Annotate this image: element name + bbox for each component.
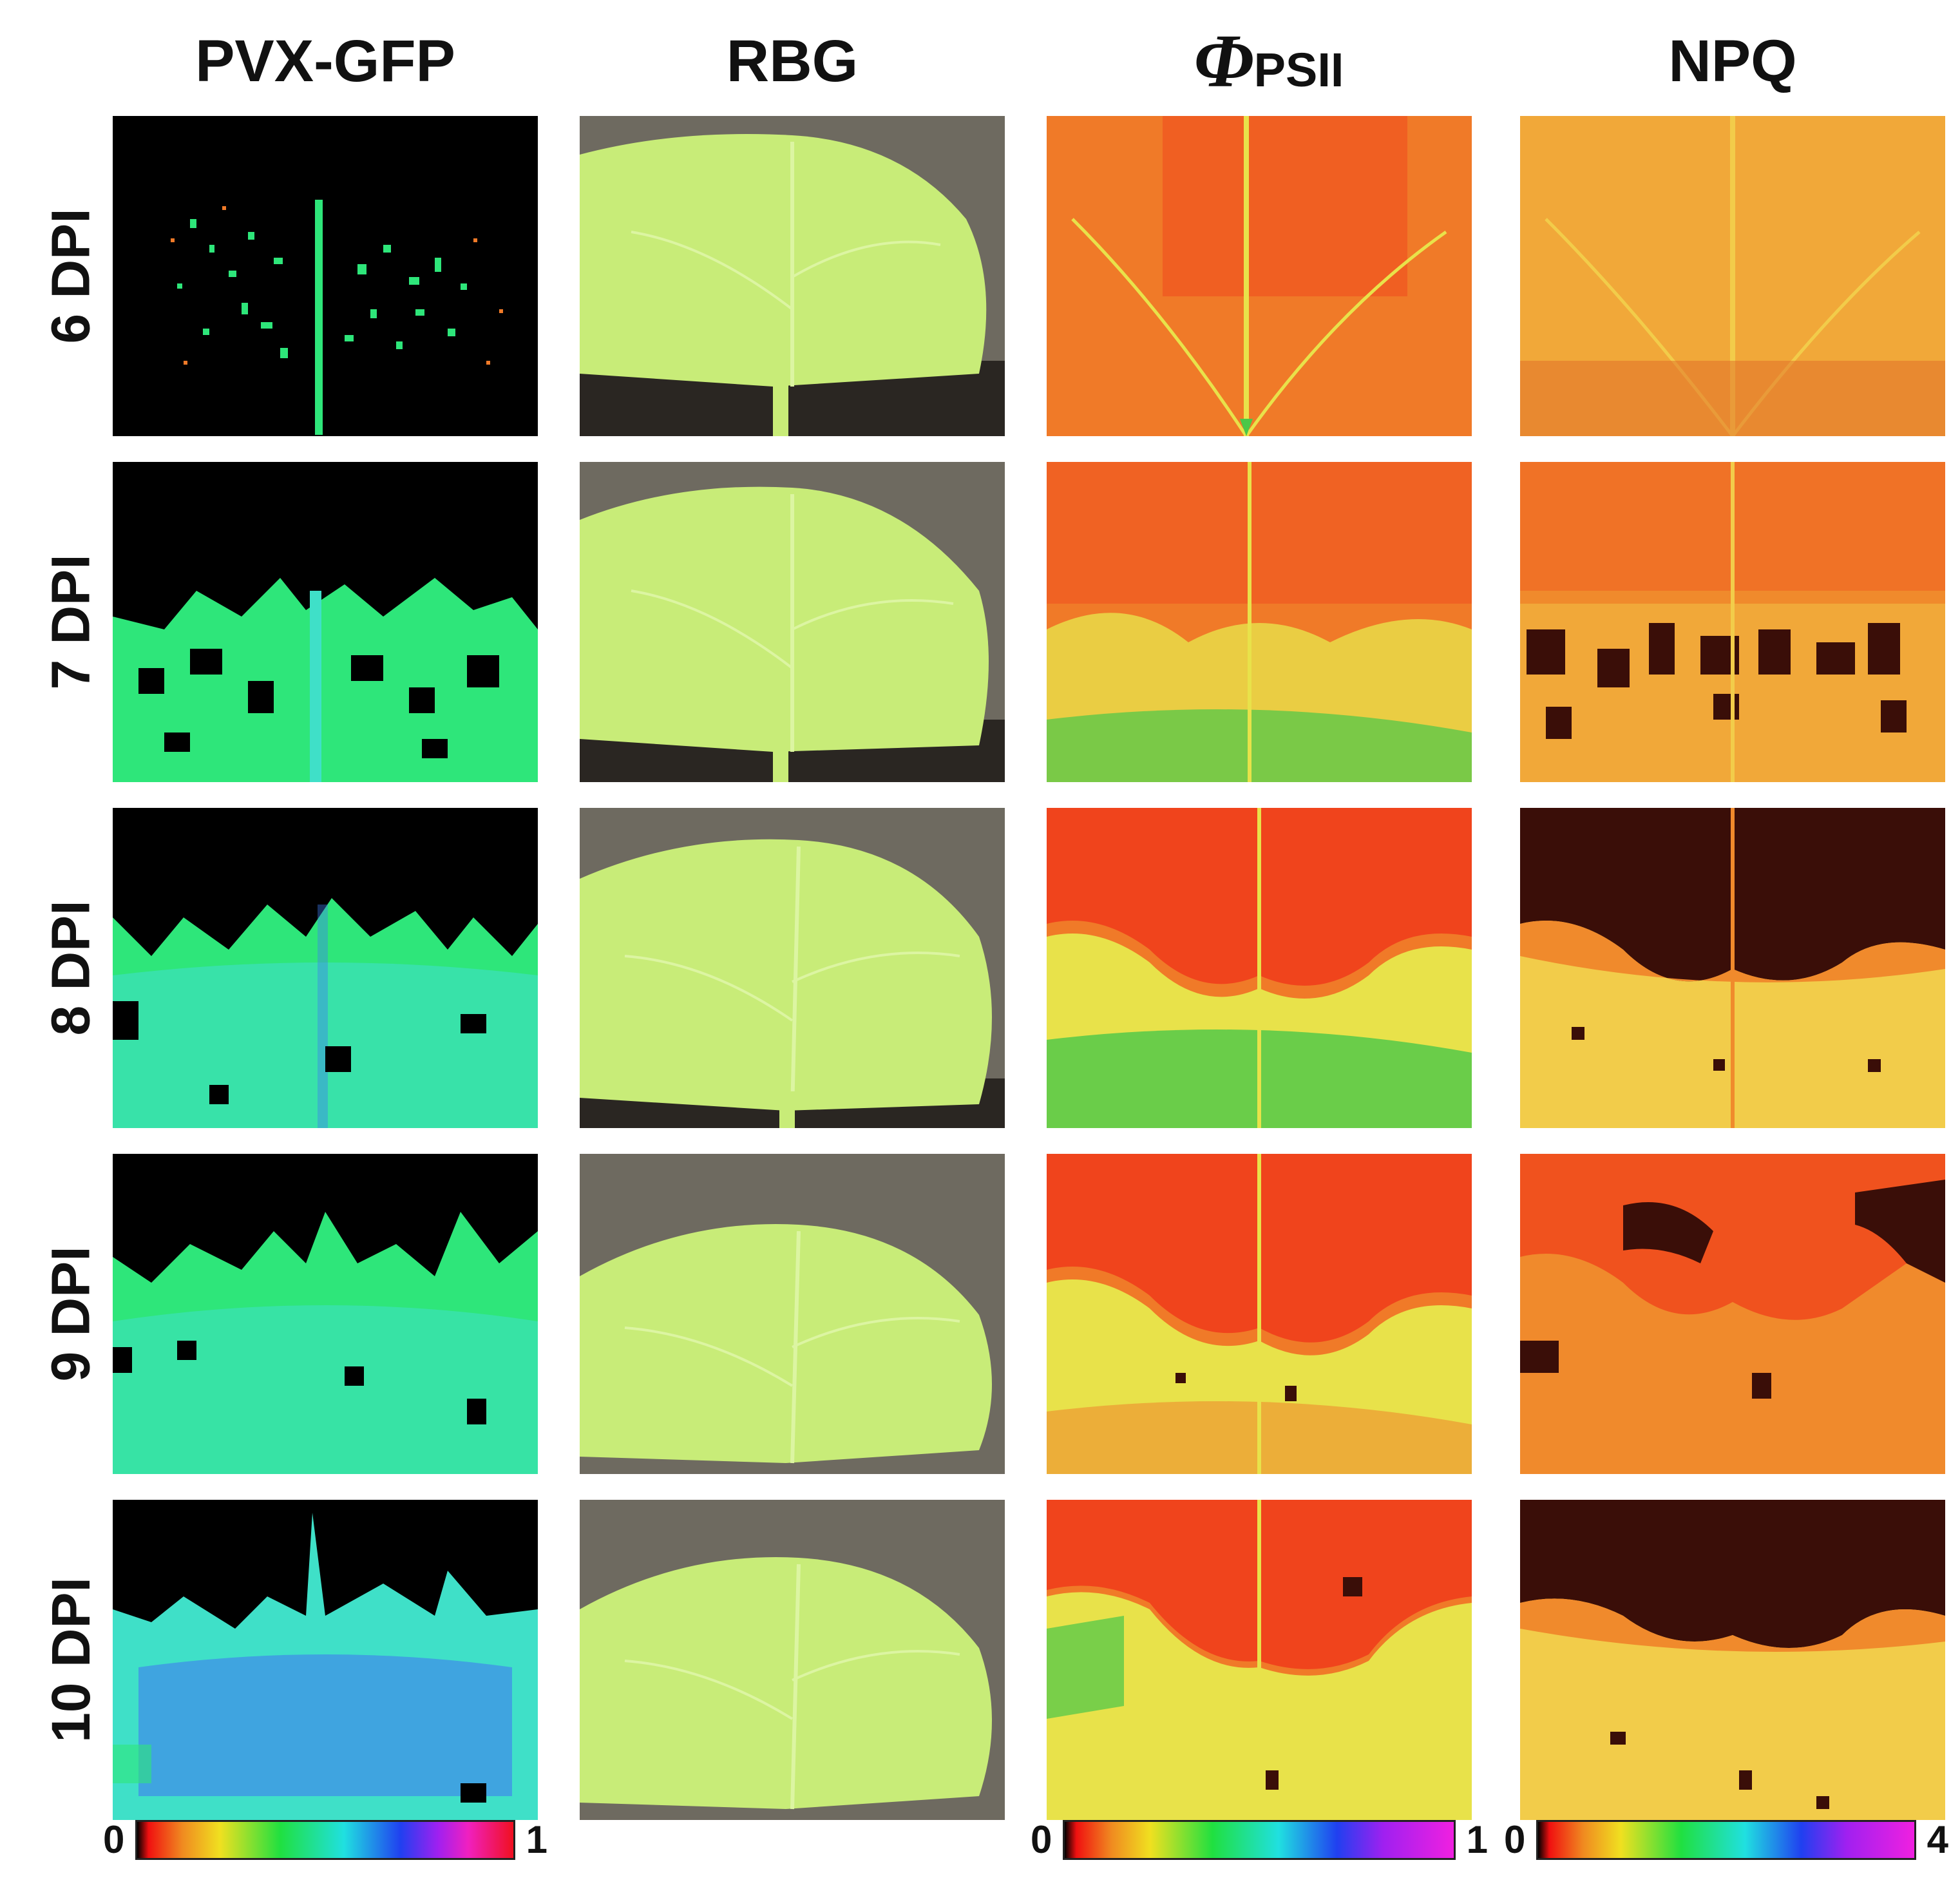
colorbar-npq-min: 0 xyxy=(1504,1818,1526,1861)
phi-subscript: PSII xyxy=(1253,43,1344,97)
row-label-8dpi: 8 DPI xyxy=(40,900,101,1036)
colorbar-npq-gradient xyxy=(1536,1820,1916,1860)
panel-gfp-7dpi xyxy=(113,462,538,782)
panel-rgb-9dpi xyxy=(580,1154,1005,1474)
panel-gfp-10dpi xyxy=(113,1500,538,1820)
panel-phi-8dpi xyxy=(1047,808,1472,1128)
column-header-phi-psii: ΦPSII xyxy=(1043,19,1494,103)
colorbar-phi-max: 1 xyxy=(1466,1818,1488,1861)
panel-rgb-7dpi xyxy=(580,462,1005,782)
row-label-10dpi: 10 DPI xyxy=(40,1577,101,1743)
row-label-6dpi: 6 DPI xyxy=(40,208,101,344)
colorbar-npq-max: 4 xyxy=(1927,1818,1948,1861)
panel-gfp-8dpi xyxy=(113,808,538,1128)
row-label-9dpi: 9 DPI xyxy=(40,1246,101,1382)
panel-rgb-8dpi xyxy=(580,808,1005,1128)
colorbar-phi-gradient xyxy=(1063,1820,1456,1860)
panel-gfp-9dpi xyxy=(113,1154,538,1474)
column-header-pvx-gfp: PVX-GFP xyxy=(195,28,455,94)
panel-npq-9dpi xyxy=(1520,1154,1945,1474)
panel-npq-6dpi xyxy=(1520,116,1945,436)
colorbar-phi: 0 1 xyxy=(1031,1818,1488,1861)
panel-phi-9dpi xyxy=(1047,1154,1472,1474)
colorbar-gfp-max: 1 xyxy=(526,1818,547,1861)
panel-npq-8dpi xyxy=(1520,808,1945,1128)
colorbar-phi-min: 0 xyxy=(1031,1818,1052,1861)
panel-npq-7dpi xyxy=(1520,462,1945,782)
colorbar-gfp: 0 1 xyxy=(103,1818,547,1861)
column-header-npq: NPQ xyxy=(1668,28,1797,94)
panel-phi-6dpi xyxy=(1047,116,1472,436)
panel-rgb-10dpi xyxy=(580,1500,1005,1820)
panel-npq-10dpi xyxy=(1520,1500,1945,1820)
colorbar-gfp-gradient xyxy=(135,1820,515,1860)
panel-phi-7dpi xyxy=(1047,462,1472,782)
panel-phi-10dpi xyxy=(1047,1500,1472,1820)
column-header-rbg: RBG xyxy=(726,28,859,94)
panel-gfp-6dpi xyxy=(113,116,538,436)
row-label-7dpi: 7 DPI xyxy=(40,554,101,690)
colorbar-npq: 0 4 xyxy=(1504,1818,1948,1861)
colorbar-gfp-min: 0 xyxy=(103,1818,125,1861)
phi-symbol: Φ xyxy=(1194,19,1254,103)
panel-rgb-6dpi xyxy=(580,116,1005,436)
